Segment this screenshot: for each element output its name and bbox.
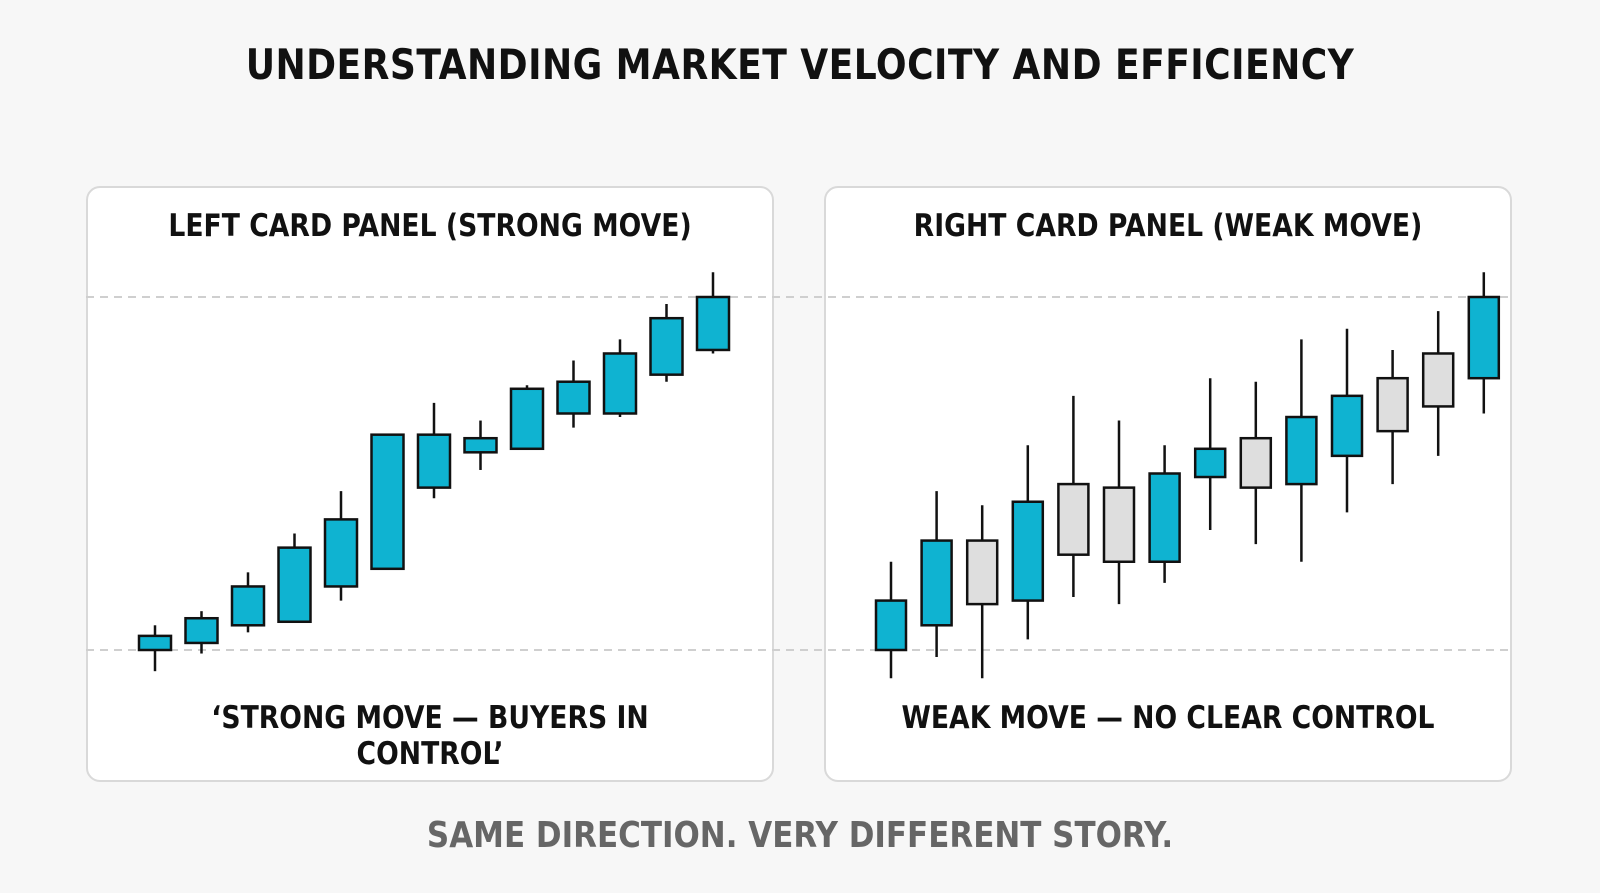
left-card-caption: ‘STRONG MOVE — BUYERS IN CONTROL’ xyxy=(211,700,649,772)
footer-tagline: SAME DIRECTION. VERY DIFFERENT STORY. xyxy=(426,815,1174,856)
left-card-title: LEFT CARD PANEL (STRONG MOVE) xyxy=(168,208,692,244)
right-card-title: RIGHT CARD PANEL (WEAK MOVE) xyxy=(913,208,1423,244)
right-card-caption: WEAK MOVE — NO CLEAR CONTROL xyxy=(901,700,1435,736)
left-card-panel: LEFT CARD PANEL (STRONG MOVE) ‘STRONG MO… xyxy=(86,186,774,782)
page-title: UNDERSTANDING MARKET VELOCITY AND EFFICI… xyxy=(245,40,1355,89)
right-card-panel: RIGHT CARD PANEL (WEAK MOVE) WEAK MOVE —… xyxy=(824,186,1512,782)
